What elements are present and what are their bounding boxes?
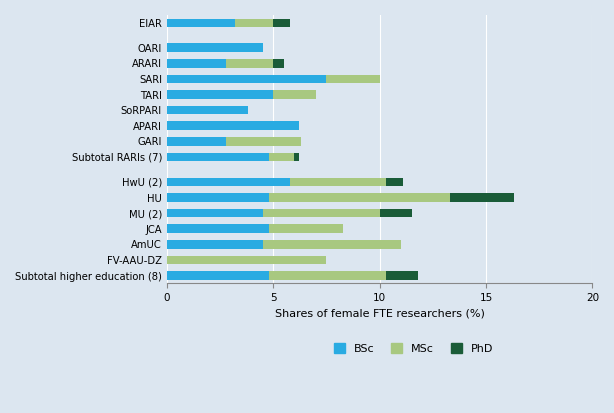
Bar [167, 256, 327, 264]
Bar [167, 90, 273, 99]
Bar [263, 209, 379, 218]
Bar [273, 90, 316, 99]
Bar [269, 153, 295, 161]
Bar [167, 59, 227, 68]
Bar [273, 59, 284, 68]
Bar [386, 178, 403, 186]
Bar [167, 75, 327, 83]
Bar [167, 43, 263, 52]
Bar [167, 240, 263, 249]
Bar [167, 121, 298, 130]
Bar [386, 271, 418, 280]
Bar [167, 193, 269, 202]
Bar [273, 19, 290, 27]
Bar [269, 271, 386, 280]
Bar [269, 193, 450, 202]
Bar [167, 137, 227, 146]
Bar [167, 225, 269, 233]
Bar [167, 106, 247, 114]
Bar [167, 153, 269, 161]
Bar [295, 153, 298, 161]
Bar [290, 178, 386, 186]
X-axis label: Shares of female FTE researchers (%): Shares of female FTE researchers (%) [274, 309, 484, 319]
Bar [450, 193, 514, 202]
Bar [167, 209, 263, 218]
Bar [227, 59, 273, 68]
Bar [167, 271, 269, 280]
Bar [167, 178, 290, 186]
Bar [269, 225, 343, 233]
Legend: BSc, MSc, PhD: BSc, MSc, PhD [330, 339, 498, 358]
Bar [263, 240, 401, 249]
Bar [235, 19, 273, 27]
Bar [227, 137, 301, 146]
Bar [379, 209, 411, 218]
Bar [167, 19, 235, 27]
Bar [327, 75, 379, 83]
